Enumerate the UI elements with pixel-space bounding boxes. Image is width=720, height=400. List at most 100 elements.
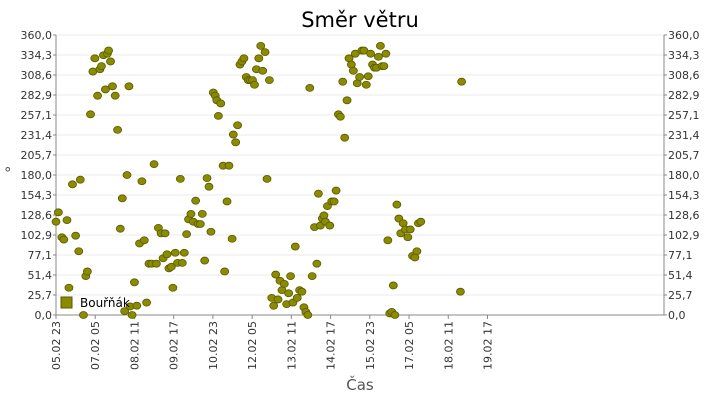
x-tick-label: 14.02 17 — [325, 321, 338, 370]
data-point — [456, 287, 465, 296]
data-point — [224, 161, 234, 170]
data-point — [416, 217, 426, 226]
data-point — [170, 248, 180, 257]
data-point — [79, 311, 88, 319]
data-point — [182, 230, 192, 239]
data-point — [71, 231, 81, 240]
data-point — [383, 236, 393, 245]
data-point — [338, 77, 348, 86]
data-point — [297, 287, 307, 296]
data-point — [175, 174, 185, 183]
data-point — [342, 96, 352, 105]
data-point — [213, 111, 223, 120]
data-point — [361, 80, 371, 89]
data-point — [75, 175, 85, 184]
data-point — [139, 236, 149, 245]
data-point — [64, 283, 74, 292]
data-point — [305, 83, 315, 92]
data-point — [260, 48, 270, 57]
data-point — [130, 278, 139, 287]
data-point — [412, 247, 422, 256]
y-tick-label: 257,1 — [21, 109, 53, 122]
x-axis-label: Čas — [346, 375, 374, 394]
data-point — [166, 262, 176, 271]
y-tick-label: 180,0 — [21, 169, 53, 182]
y-tick-label: 25,7 — [668, 289, 693, 302]
y-tick-label: 154,3 — [21, 189, 53, 202]
data-point — [312, 259, 322, 268]
data-point — [179, 248, 189, 257]
y-tick-label: 180,0 — [668, 169, 700, 182]
data-point — [191, 196, 201, 205]
y-tick-label: 128,6 — [21, 209, 53, 222]
data-point — [271, 270, 281, 279]
data-point — [264, 76, 274, 85]
data-point — [279, 279, 289, 288]
data-point — [97, 62, 106, 71]
x-tick-label: 05.02 23 — [50, 321, 63, 370]
y-tick-label: 77,1 — [28, 249, 53, 262]
y-tick-label: 102,9 — [21, 229, 53, 242]
data-point — [359, 46, 369, 55]
data-point — [86, 110, 95, 119]
data-point — [222, 197, 232, 206]
data-point — [216, 99, 226, 108]
data-point — [290, 242, 300, 251]
y-tick-label: 231,4 — [668, 129, 700, 142]
x-tick-label: 18.02 11 — [442, 321, 455, 370]
x-tick-label: 13.02 11 — [285, 321, 298, 370]
data-point — [284, 289, 294, 298]
data-point — [366, 49, 375, 58]
data-point — [340, 133, 350, 142]
data-point — [331, 186, 341, 195]
data-point — [82, 267, 92, 276]
data-point — [405, 225, 415, 234]
x-axis-ticks: 05.02 23 07.02 05 08.02 11 09.02 17 10.02 23… — [50, 315, 494, 370]
x-tick-label: 08.02 11 — [128, 321, 141, 370]
data-point — [335, 112, 345, 121]
y-tick-label: 282,9 — [668, 89, 700, 102]
data-point — [292, 293, 302, 302]
data-point — [319, 211, 329, 220]
data-point — [457, 77, 466, 86]
data-point — [115, 224, 125, 233]
data-point — [108, 82, 117, 91]
data-point — [113, 125, 122, 134]
y-tick-label: 25,7 — [28, 289, 53, 302]
data-point — [110, 91, 120, 100]
data-point — [392, 200, 402, 209]
data-point — [273, 295, 283, 304]
data-point — [120, 307, 130, 316]
data-point — [262, 174, 272, 183]
y-tick-label: 102,9 — [668, 229, 700, 242]
y-tick-label: 360,0 — [21, 29, 53, 42]
data-point — [254, 54, 264, 63]
data-point — [286, 272, 295, 281]
data-point — [403, 233, 413, 242]
data-point — [132, 301, 142, 310]
data-point — [390, 311, 400, 319]
y-tick-label: 51,4 — [28, 269, 53, 282]
data-point — [258, 66, 268, 75]
y-axis-label: ° — [4, 164, 12, 182]
x-tick-label: 07.02 05 — [89, 321, 102, 370]
y-tick-label: 257,1 — [668, 109, 700, 122]
data-point — [269, 301, 279, 310]
y-tick-label: 360,0 — [668, 29, 700, 42]
data-point — [51, 217, 61, 226]
x-tick-label: 15.02 23 — [364, 321, 377, 370]
data-point — [117, 194, 127, 203]
data-point — [200, 256, 210, 265]
y-tick-label: 51,4 — [668, 269, 693, 282]
x-tick-label: 12.02 05 — [246, 321, 259, 370]
x-tick-label: 17.02 05 — [403, 321, 416, 370]
data-point — [59, 235, 69, 244]
data-point — [195, 220, 205, 228]
y-tick-label: 77,1 — [668, 249, 693, 262]
data-point — [149, 160, 159, 169]
y-axis-left-ticks: 0,0 25,7 51,4 77,1 102,9 128,6 154,3 180,0 205,7… — [21, 29, 56, 322]
data-point — [62, 216, 72, 225]
y-tick-label: 154,3 — [668, 189, 700, 202]
data-point — [388, 281, 398, 290]
